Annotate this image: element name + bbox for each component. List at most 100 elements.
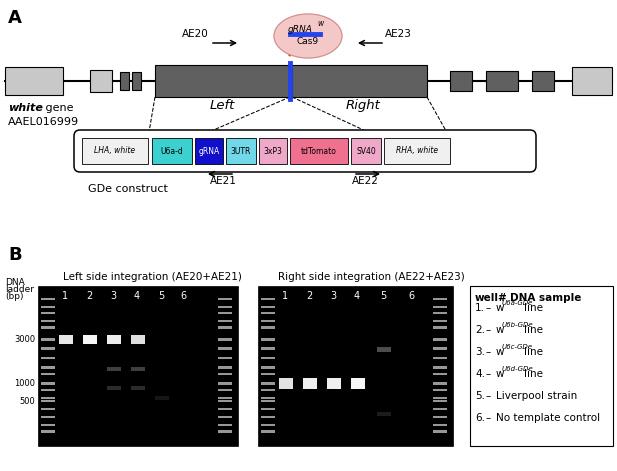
FancyBboxPatch shape	[433, 306, 447, 308]
FancyBboxPatch shape	[261, 366, 275, 369]
Text: w: w	[496, 325, 505, 335]
Text: 4: 4	[354, 291, 360, 301]
Text: AE21: AE21	[210, 176, 236, 186]
FancyBboxPatch shape	[261, 326, 275, 329]
FancyBboxPatch shape	[261, 298, 275, 300]
FancyBboxPatch shape	[290, 138, 348, 164]
Text: DNA sample: DNA sample	[510, 293, 581, 303]
FancyBboxPatch shape	[351, 138, 381, 164]
FancyBboxPatch shape	[131, 334, 145, 344]
FancyBboxPatch shape	[433, 298, 447, 300]
FancyBboxPatch shape	[218, 424, 232, 426]
FancyBboxPatch shape	[261, 347, 275, 349]
Text: 500: 500	[19, 397, 35, 406]
Text: RHA, white: RHA, white	[396, 146, 438, 155]
FancyBboxPatch shape	[433, 408, 447, 410]
FancyBboxPatch shape	[218, 397, 232, 399]
FancyBboxPatch shape	[41, 416, 55, 418]
Text: 6: 6	[180, 291, 186, 301]
FancyBboxPatch shape	[41, 424, 55, 426]
Text: well#: well#	[475, 293, 508, 303]
FancyBboxPatch shape	[433, 338, 447, 341]
Text: DNA: DNA	[5, 278, 25, 287]
FancyBboxPatch shape	[261, 389, 275, 391]
FancyBboxPatch shape	[261, 357, 275, 359]
Text: white: white	[8, 103, 43, 113]
Text: tdTomato: tdTomato	[301, 146, 337, 155]
FancyBboxPatch shape	[486, 71, 518, 91]
Text: 5: 5	[158, 291, 164, 301]
FancyBboxPatch shape	[41, 389, 55, 391]
FancyBboxPatch shape	[107, 367, 121, 371]
FancyBboxPatch shape	[218, 389, 232, 391]
FancyBboxPatch shape	[41, 408, 55, 410]
Text: line: line	[524, 369, 543, 379]
Text: w: w	[496, 303, 505, 313]
FancyBboxPatch shape	[261, 424, 275, 426]
FancyBboxPatch shape	[261, 400, 275, 402]
Text: Cas9: Cas9	[297, 38, 319, 47]
FancyBboxPatch shape	[433, 389, 447, 391]
FancyBboxPatch shape	[259, 138, 287, 164]
Text: AE22: AE22	[352, 176, 378, 186]
Text: gRNA: gRNA	[288, 24, 312, 33]
Text: line: line	[524, 347, 543, 357]
FancyBboxPatch shape	[261, 320, 275, 323]
FancyBboxPatch shape	[74, 130, 536, 172]
FancyBboxPatch shape	[218, 298, 232, 300]
FancyBboxPatch shape	[261, 306, 275, 308]
Text: –: –	[486, 413, 491, 423]
FancyBboxPatch shape	[218, 416, 232, 418]
FancyBboxPatch shape	[433, 424, 447, 426]
FancyBboxPatch shape	[41, 373, 55, 375]
Text: line: line	[524, 303, 543, 313]
Text: 2: 2	[306, 291, 312, 301]
FancyBboxPatch shape	[218, 373, 232, 375]
FancyBboxPatch shape	[532, 71, 554, 91]
FancyBboxPatch shape	[261, 397, 275, 399]
FancyBboxPatch shape	[433, 373, 447, 375]
Text: gene: gene	[42, 103, 73, 113]
Text: w: w	[496, 347, 505, 357]
FancyBboxPatch shape	[41, 430, 55, 433]
Text: U6a-GDe: U6a-GDe	[502, 300, 533, 306]
FancyBboxPatch shape	[41, 306, 55, 308]
FancyBboxPatch shape	[261, 382, 275, 385]
FancyBboxPatch shape	[218, 408, 232, 410]
FancyBboxPatch shape	[5, 67, 63, 95]
Text: U6d-GDe: U6d-GDe	[502, 366, 534, 372]
FancyBboxPatch shape	[218, 430, 232, 433]
Text: 5: 5	[380, 291, 386, 301]
FancyBboxPatch shape	[107, 334, 121, 344]
FancyBboxPatch shape	[433, 430, 447, 433]
FancyBboxPatch shape	[155, 396, 169, 400]
Text: U6a-d: U6a-d	[160, 146, 183, 155]
FancyBboxPatch shape	[120, 72, 129, 90]
FancyBboxPatch shape	[218, 338, 232, 341]
FancyBboxPatch shape	[433, 397, 447, 399]
FancyBboxPatch shape	[261, 408, 275, 410]
FancyBboxPatch shape	[292, 65, 427, 97]
Text: 3xP3: 3xP3	[263, 146, 283, 155]
FancyBboxPatch shape	[41, 298, 55, 300]
FancyBboxPatch shape	[433, 416, 447, 418]
Text: (bp): (bp)	[5, 292, 23, 301]
Text: GDe construct: GDe construct	[88, 184, 168, 194]
FancyBboxPatch shape	[433, 326, 447, 329]
Text: line: line	[524, 325, 543, 335]
Text: w: w	[496, 369, 505, 379]
FancyBboxPatch shape	[218, 320, 232, 323]
FancyBboxPatch shape	[218, 400, 232, 402]
FancyBboxPatch shape	[41, 320, 55, 323]
FancyBboxPatch shape	[433, 320, 447, 323]
FancyBboxPatch shape	[218, 312, 232, 315]
FancyBboxPatch shape	[131, 367, 145, 371]
FancyBboxPatch shape	[433, 382, 447, 385]
FancyBboxPatch shape	[131, 386, 145, 390]
FancyBboxPatch shape	[195, 138, 223, 164]
Text: 1.: 1.	[475, 303, 485, 313]
FancyBboxPatch shape	[41, 312, 55, 315]
FancyBboxPatch shape	[218, 357, 232, 359]
FancyBboxPatch shape	[218, 326, 232, 329]
FancyBboxPatch shape	[470, 286, 613, 446]
